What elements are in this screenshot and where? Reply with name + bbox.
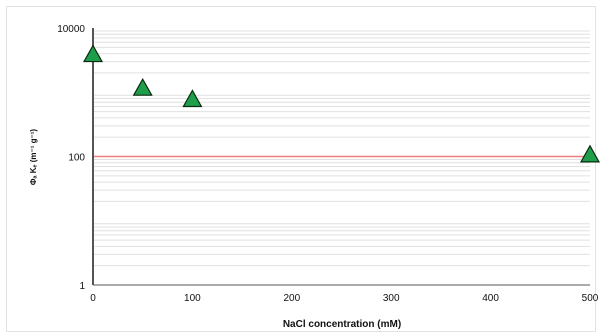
y-tick-label: 1 bbox=[79, 281, 85, 292]
x-tick-labels: 0 100 200 300 400 500 bbox=[90, 293, 599, 304]
data-point bbox=[579, 144, 601, 163]
y-tick-label: 100 bbox=[68, 153, 85, 164]
gridlines bbox=[93, 30, 590, 267]
chart-frame bbox=[6, 6, 596, 332]
x-tick-label: 300 bbox=[383, 293, 400, 304]
y-axis-label: Φₐ Kₑ (m⁻¹ g⁻¹) bbox=[29, 129, 38, 185]
data-point bbox=[182, 89, 203, 108]
data-point bbox=[132, 77, 153, 96]
data-point bbox=[82, 44, 104, 63]
x-tick-label: 0 bbox=[90, 293, 96, 304]
x-tick-label: 100 bbox=[184, 293, 201, 304]
x-axis-label: NaCl concentration (mM) bbox=[283, 319, 401, 330]
data-points bbox=[82, 44, 601, 163]
y-tick-label: 10000 bbox=[57, 24, 85, 35]
x-tick-label: 500 bbox=[582, 293, 599, 304]
x-tick-label: 200 bbox=[283, 293, 300, 304]
y-tick-labels: 1 100 10000 bbox=[57, 24, 85, 292]
x-tick-label: 400 bbox=[482, 293, 499, 304]
